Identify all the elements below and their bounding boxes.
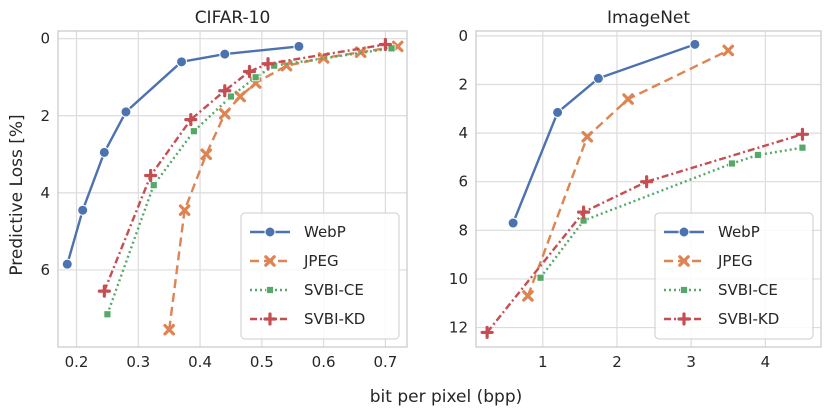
cifar-10-y-tick-label: 2 (40, 107, 50, 125)
imagenet-jpeg-point (722, 44, 735, 57)
cifar-10-x-tick-label: 0.4 (188, 353, 212, 371)
imagenet-webp-line (511, 43, 696, 224)
cifar-10-webp-point (176, 56, 188, 68)
cifar-10-legend: WebP JPEG SVBI-CE SVBI-KD (240, 212, 400, 340)
cifar-10-svbi-kd-point (184, 113, 198, 127)
cifar-10-legend-jpeg-label: JPEG (303, 252, 339, 270)
cifar-10-jpeg-line (168, 45, 398, 330)
cifar-10-jpeg-point (178, 204, 191, 216)
imagenet-legend-webp-marker (678, 226, 690, 238)
cifar-10-legend-jpeg-marker (264, 255, 276, 267)
imagenet-legend-webp-label: WebP (718, 223, 760, 241)
cifar-10-x-tick-label: 0.6 (312, 353, 336, 371)
imagenet-svbi-kd-line (486, 133, 803, 334)
imagenet-x-tick-label: 3 (686, 353, 696, 371)
cifar-10-jpeg-point (163, 323, 175, 336)
cifar-10-x-tick-label: 0.3 (126, 353, 150, 371)
cifar-10-title: CIFAR-10 (195, 8, 271, 28)
cifar-10-svbi-ce-point (251, 73, 260, 82)
x-axis-label: bit per pixel (bpp) (370, 387, 523, 407)
cifar-10-svbi-kd-point (144, 168, 158, 183)
cifar-10-legend-svbi-ce-marker (266, 286, 274, 294)
cifar-10-jpeg-point (280, 59, 293, 72)
imagenet-legend-svbi-kd-marker (677, 312, 691, 326)
imagenet-x-tick-label: 4 (761, 353, 771, 371)
imagenet-svbi-ce-point (728, 159, 736, 168)
cifar-10-jpeg-point (200, 148, 213, 161)
imagenet-svbi-ce-point (536, 273, 545, 282)
imagenet-svbi-ce-point (798, 143, 807, 152)
cifar-10-x-tick-label: 0.5 (250, 353, 274, 371)
cifar-10-webp-point (219, 48, 231, 60)
imagenet-webp-point (592, 72, 604, 84)
imagenet-webp-point (689, 38, 701, 50)
cifar-10-legend-svbi-ce-label: SVBI-CE (304, 281, 364, 299)
imagenet-legend-svbi-ce-label: SVBI-CE (718, 281, 778, 299)
cifar-10-x-tick-label: 0.2 (65, 353, 89, 371)
imagenet-plot-frame (475, 30, 822, 348)
cifar-10-y-tick-label: 0 (40, 30, 50, 48)
cifar-10-y-tick-label: 6 (40, 261, 50, 279)
imagenet-legend-svbi-kd-label: SVBI-KD (718, 310, 779, 328)
imagenet-jpeg-point (622, 93, 634, 105)
imagenet-jpeg-point (522, 290, 534, 302)
imagenet-x-tick-label: 2 (612, 353, 622, 371)
cifar-10-svbi-ce-point (227, 92, 235, 101)
panel-imagenet: 1 2 3 4024681012ImageNetWebPJPEGSVBI-CESVBI… (449, 8, 822, 371)
cifar-10-svbi-kd-point (242, 64, 257, 79)
imagenet-x-tick-label: 1 (538, 353, 548, 371)
imagenet-y-tick-label: 6 (458, 173, 468, 191)
imagenet-y-tick-label: 12 (449, 319, 468, 337)
cifar-10-svbi-ce-point (103, 310, 112, 319)
cifar-10-webp-point (98, 146, 110, 158)
cifar-10-webp-point (293, 40, 305, 52)
cifar-10-x-tick-label: 0.7 (373, 353, 397, 371)
imagenet-svbi-kd-point (795, 127, 810, 141)
cifar-10-legend-webp-marker (264, 226, 276, 238)
imagenet-svbi-kd-point (576, 205, 591, 219)
cifar-10-svbi-ce-point (149, 181, 158, 190)
imagenet-jpeg-line (526, 49, 729, 297)
cifar-10-svbi-kd-point (97, 284, 111, 298)
imagenet-legend-svbi-ce-marker (680, 286, 688, 294)
imagenet-legend: WebP JPEG SVBI-CE SVBI-KD (654, 212, 814, 340)
cifar-10-webp-point (61, 258, 73, 270)
imagenet-y-tick-label: 0 (458, 27, 468, 45)
cifar-10-jpeg-point (218, 108, 231, 120)
cifar-10-jpeg-point (234, 90, 247, 103)
cifar-10-legend-box (240, 212, 400, 340)
imagenet-title: ImageNet (607, 8, 690, 28)
imagenet-y-tick-label: 4 (458, 124, 468, 142)
y-axis-label: Predictive Loss [%] (7, 114, 27, 275)
imagenet-webp-point (507, 217, 519, 229)
cifar-10-legend-svbi-kd-marker (263, 312, 277, 326)
cifar-10-svbi-kd-point (261, 57, 275, 71)
cifar-10-legend-svbi-kd-label: SVBI-KD (304, 310, 365, 328)
imagenet-y-tick-label: 10 (449, 270, 468, 288)
imagenet-webp-point (552, 106, 564, 118)
imagenet-legend-box (654, 212, 814, 340)
cifar-10-svbi-ce-point (189, 127, 198, 136)
cifar-10-y-tick-label: 4 (40, 184, 50, 202)
cifar-10-plot-frame (57, 30, 408, 348)
panel-cifar10: 0.2 0.3 0.4 0.5 0.6 0.7 0 2 4 6 CIFAR-10 WebP JPEG SV… (40, 8, 408, 371)
cifar-10-svbi-kd-point (218, 84, 232, 98)
imagenet-y-tick-label: 8 (458, 221, 468, 239)
cifar-10-legend-webp-label: WebP (304, 223, 346, 241)
imagenet-legend-jpeg-marker (678, 255, 690, 267)
cifar-10-webp-point (77, 204, 89, 216)
imagenet-y-tick-label: 2 (458, 75, 468, 93)
imagenet-svbi-kd-point (640, 175, 654, 189)
imagenet-svbi-ce-point (754, 151, 762, 159)
cifar-10-svbi-kd-point (378, 37, 392, 52)
cifar-10-webp-point (120, 106, 132, 118)
imagenet-legend-jpeg-label: JPEG (717, 252, 753, 270)
imagenet-svbi-kd-point (480, 325, 494, 340)
imagenet-jpeg-point (581, 130, 594, 143)
